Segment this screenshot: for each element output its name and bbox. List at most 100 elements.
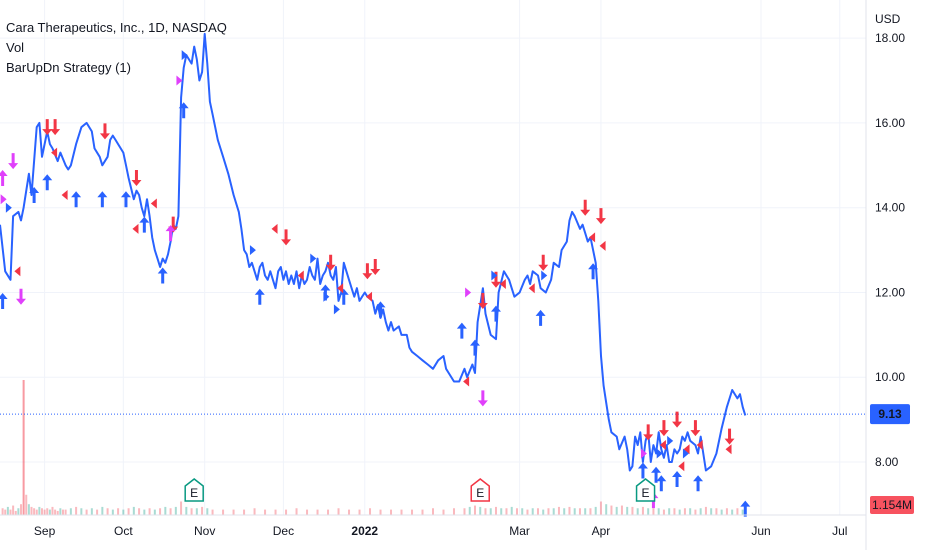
volume-bar xyxy=(190,508,193,515)
sell-marker xyxy=(599,240,606,251)
volume-bar xyxy=(38,506,41,515)
volume-bar xyxy=(710,508,713,515)
volume-indicator-label[interactable]: Vol xyxy=(6,40,25,55)
volume-bar xyxy=(694,509,697,515)
symbol-title[interactable]: Cara Therapeutics, Inc., 1D, NASDAQ xyxy=(6,20,227,35)
volume-bar xyxy=(25,494,28,515)
volume-bar xyxy=(90,508,93,515)
volume-bar xyxy=(4,509,7,515)
volume-bar xyxy=(400,509,403,515)
volume-bar xyxy=(568,506,571,515)
volume-bar xyxy=(531,508,534,515)
earnings-marker-label: E xyxy=(642,486,650,500)
buy-marker xyxy=(249,245,256,256)
sell-marker xyxy=(659,440,666,451)
volume-bar xyxy=(159,508,162,515)
volume-bar xyxy=(306,509,309,515)
volume-bar xyxy=(48,509,51,515)
volume-bar xyxy=(720,509,723,515)
buy-marker xyxy=(656,448,663,459)
volume-bar xyxy=(479,506,482,515)
buy-signal-arrow xyxy=(672,470,683,487)
volume-bar xyxy=(657,508,660,515)
volume-bar xyxy=(59,508,62,515)
buy-signal-arrow xyxy=(490,305,501,322)
volume-label: 1.154M xyxy=(872,498,912,512)
time-axis-tick-label: Jul xyxy=(832,524,847,538)
sell-signal-arrow xyxy=(281,229,292,246)
price-axis-tick-label: 16.00 xyxy=(875,116,905,130)
buy-signal-arrow xyxy=(588,263,599,280)
buy-signal-arrow xyxy=(42,174,53,191)
earnings-marker[interactable] xyxy=(635,478,656,502)
sell-marker xyxy=(463,376,470,387)
earnings-marker[interactable] xyxy=(184,478,204,502)
time-axis-tick-label: Mar xyxy=(509,524,530,538)
volume-bar xyxy=(626,506,629,515)
buy-marker xyxy=(491,270,498,281)
volume-bar xyxy=(111,509,114,515)
volume-bar xyxy=(80,508,83,515)
volume-bar xyxy=(232,509,235,515)
sell-marker xyxy=(14,266,21,277)
volume-bar xyxy=(536,508,539,515)
close-signal-arrow xyxy=(165,225,176,242)
sell-marker xyxy=(51,147,58,158)
volume-bar xyxy=(725,508,728,515)
volume-bar xyxy=(69,508,72,515)
volume-bar xyxy=(636,508,639,515)
buy-signal-arrow xyxy=(97,191,108,208)
time-axis-tick-label: Dec xyxy=(273,524,294,538)
sell-marker xyxy=(366,291,373,302)
volume-bar xyxy=(122,509,125,515)
volume-bar xyxy=(505,508,508,515)
price-axis-tick-label: 8.00 xyxy=(875,455,899,469)
volume-bar xyxy=(358,509,361,515)
volume-bar xyxy=(43,509,46,515)
close-signal-arrow xyxy=(15,288,26,305)
volume-bar xyxy=(463,508,466,515)
buy-signal-arrow xyxy=(535,309,546,326)
volume-bar xyxy=(668,508,671,515)
buy-signal-arrow xyxy=(71,191,82,208)
volume-bar xyxy=(143,509,146,515)
time-axis-tick-label: Sep xyxy=(34,524,56,538)
sell-signal-arrow xyxy=(595,208,606,225)
price-axis-tick-label: 12.00 xyxy=(875,285,905,299)
volume-bar xyxy=(222,509,225,515)
volume-bar xyxy=(442,509,445,515)
exit-marker xyxy=(176,75,183,86)
buy-marker xyxy=(310,253,317,264)
volume-bar xyxy=(494,506,497,515)
volume-bar xyxy=(526,509,529,515)
time-axis-tick-label: Oct xyxy=(114,524,133,538)
volume-bar xyxy=(573,508,576,515)
buy-signal-arrow xyxy=(139,216,150,233)
volume-bar xyxy=(169,508,172,515)
volume-bar xyxy=(421,509,424,515)
exit-marker xyxy=(0,194,7,205)
volume-bar xyxy=(1,508,4,515)
volume-bar xyxy=(515,508,518,515)
buy-signal-arrow xyxy=(178,102,189,119)
buy-signal-arrow xyxy=(456,322,467,339)
sell-marker xyxy=(725,444,732,455)
earnings-marker[interactable] xyxy=(470,478,490,502)
strategy-label[interactable]: BarUpDn Strategy (1) xyxy=(6,60,131,75)
buy-signal-arrow xyxy=(120,191,131,208)
buy-signal-arrow xyxy=(0,292,8,309)
volume-bar xyxy=(452,508,455,515)
volume-bar xyxy=(647,508,650,515)
sell-marker xyxy=(528,283,535,294)
volume-bar xyxy=(542,509,545,515)
volume-bar xyxy=(46,508,49,515)
sell-marker xyxy=(150,198,157,209)
volume-bar xyxy=(584,508,587,515)
volume-bar xyxy=(599,501,602,515)
close-signal-arrow xyxy=(0,170,8,187)
volume-bar xyxy=(557,506,560,515)
buy-marker xyxy=(181,50,188,61)
buy-signal-arrow xyxy=(469,339,480,356)
